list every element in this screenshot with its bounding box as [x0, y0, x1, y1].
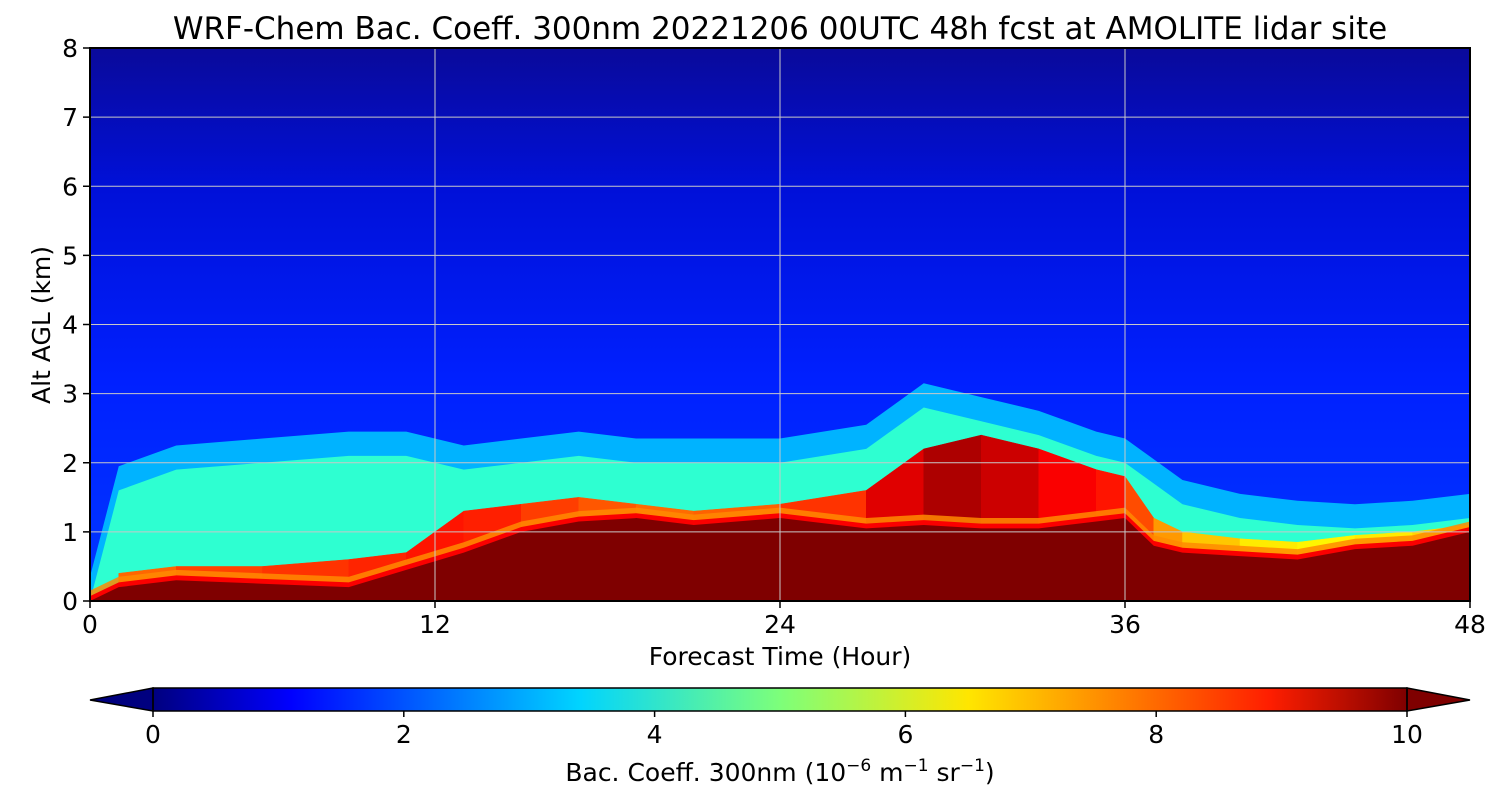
colorbar-tick-label: 6 — [897, 720, 913, 749]
x-tick-label: 36 — [1109, 610, 1141, 639]
colorbar-ticks: 0 2 4 6 8 10 — [145, 711, 1423, 749]
y-tick-label: 4 — [62, 311, 78, 340]
y-tick-label: 3 — [62, 380, 78, 409]
x-axis-label: Forecast Time (Hour) — [649, 642, 912, 671]
colorbar-tick-label: 4 — [647, 720, 663, 749]
y-tick-label: 5 — [62, 241, 78, 270]
colorbar-tick-label: 0 — [145, 720, 161, 749]
colorbar-extend-high — [1406, 687, 1471, 712]
colorbar-tick-label: 2 — [396, 720, 412, 749]
x-axis: 0 12 24 36 48 — [82, 601, 1486, 639]
x-tick-label: 0 — [82, 610, 98, 639]
x-tick-label: 12 — [419, 610, 451, 639]
y-axis-label: Alt AGL (km) — [27, 246, 56, 404]
colorbar: 0 2 4 6 8 10 Bac. Coeff. 300nm (10−6 m−1 sr−1… — [89, 687, 1471, 787]
colorbar-label: Bac. Coeff. 300nm (10−6 m−1 sr−1) — [565, 756, 994, 787]
y-axis: 0 1 2 3 4 5 6 7 8 — [62, 34, 90, 616]
x-tick-label: 24 — [764, 610, 796, 639]
colorbar-tick-label: 10 — [1391, 720, 1423, 749]
y-tick-label: 0 — [62, 587, 78, 616]
colorbar-body — [153, 688, 1407, 711]
y-tick-label: 8 — [62, 34, 78, 63]
y-tick-label: 2 — [62, 449, 78, 478]
chart-title: WRF-Chem Bac. Coeff. 300nm 20221206 00UT… — [173, 11, 1387, 47]
y-tick-label: 6 — [62, 172, 78, 201]
y-tick-label: 7 — [62, 103, 78, 132]
y-tick-label: 1 — [62, 518, 78, 547]
colorbar-tick-label: 8 — [1148, 720, 1164, 749]
x-tick-label: 48 — [1454, 610, 1486, 639]
colorbar-extend-low — [89, 687, 154, 712]
